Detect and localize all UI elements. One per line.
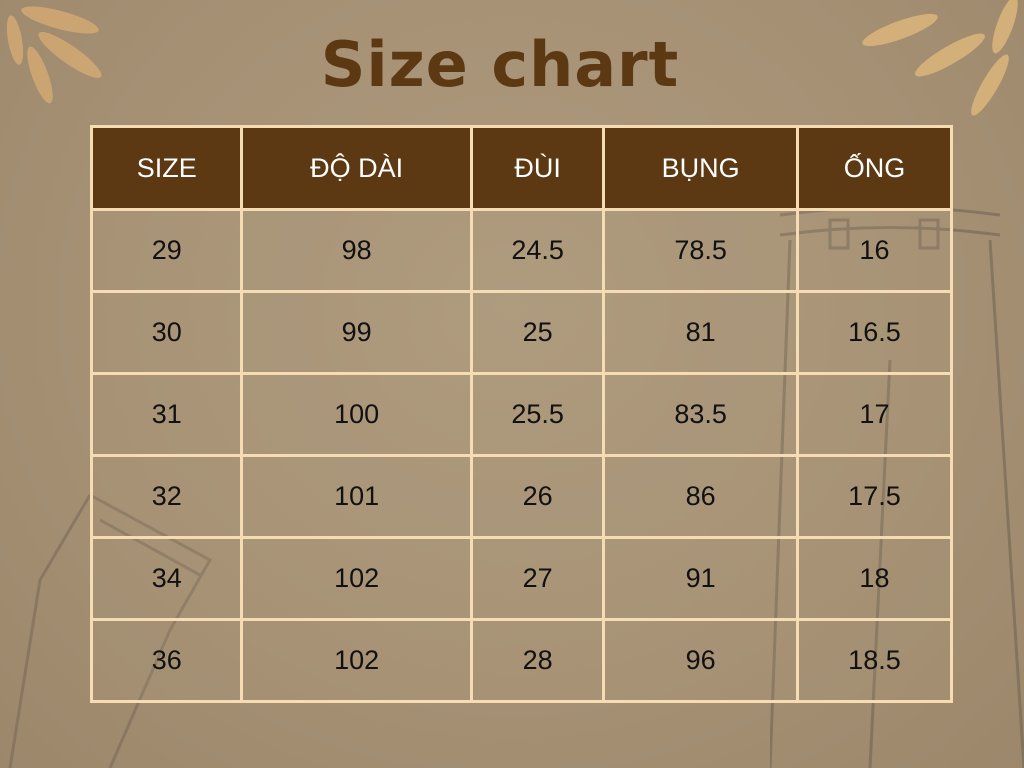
table-cell: 102 bbox=[240, 536, 473, 621]
table-cell: 91 bbox=[602, 536, 799, 621]
table-cell: 26 bbox=[469, 454, 606, 539]
table-header-row: SIZE ĐỘ DÀI ĐÙI BỤNG ỐNG bbox=[89, 125, 954, 211]
column-header: SIZE bbox=[89, 125, 244, 211]
table-cell: 27 bbox=[469, 536, 606, 621]
table-row: 32 101 26 86 17.5 bbox=[89, 454, 954, 539]
page-title: Size chart bbox=[320, 28, 680, 101]
leaf-decoration-right bbox=[862, 0, 1018, 116]
table-cell: 17.5 bbox=[795, 454, 954, 539]
table-row: 30 99 25 81 16.5 bbox=[89, 290, 954, 375]
table-cell: 81 bbox=[602, 290, 799, 375]
table-cell: 30 bbox=[89, 290, 244, 375]
table-cell: 28 bbox=[469, 618, 606, 703]
table-row: 36 102 28 96 18.5 bbox=[89, 618, 954, 703]
table-cell: 18.5 bbox=[795, 618, 954, 703]
table-cell: 17 bbox=[795, 372, 954, 457]
table-cell: 100 bbox=[240, 372, 473, 457]
table-cell: 98 bbox=[240, 208, 473, 293]
table-cell: 83.5 bbox=[602, 372, 799, 457]
table-cell: 18 bbox=[795, 536, 954, 621]
column-header: ĐỘ DÀI bbox=[240, 125, 473, 211]
table-cell: 78.5 bbox=[602, 208, 799, 293]
leaf-decoration-left bbox=[6, 6, 102, 104]
table-cell: 36 bbox=[89, 618, 244, 703]
table-cell: 16 bbox=[795, 208, 954, 293]
table-cell: 34 bbox=[89, 536, 244, 621]
table-row: 31 100 25.5 83.5 17 bbox=[89, 372, 954, 457]
column-header: ỐNG bbox=[795, 125, 954, 211]
table-cell: 99 bbox=[240, 290, 473, 375]
table-cell: 102 bbox=[240, 618, 473, 703]
table-cell: 101 bbox=[240, 454, 473, 539]
column-header: ĐÙI bbox=[469, 125, 606, 211]
table-cell: 29 bbox=[89, 208, 244, 293]
table-cell: 32 bbox=[89, 454, 244, 539]
size-chart-table: SIZE ĐỘ DÀI ĐÙI BỤNG ỐNG 29 98 24.5 78.5 16 30 99 2… bbox=[89, 125, 954, 703]
table-cell: 25.5 bbox=[469, 372, 606, 457]
table-cell: 24.5 bbox=[469, 208, 606, 293]
table-cell: 31 bbox=[89, 372, 244, 457]
table-cell: 86 bbox=[602, 454, 799, 539]
table-cell: 96 bbox=[602, 618, 799, 703]
table-cell: 16.5 bbox=[795, 290, 954, 375]
column-header: BỤNG bbox=[602, 125, 799, 211]
table-row: 29 98 24.5 78.5 16 bbox=[89, 208, 954, 293]
table-cell: 25 bbox=[469, 290, 606, 375]
table-row: 34 102 27 91 18 bbox=[89, 536, 954, 621]
